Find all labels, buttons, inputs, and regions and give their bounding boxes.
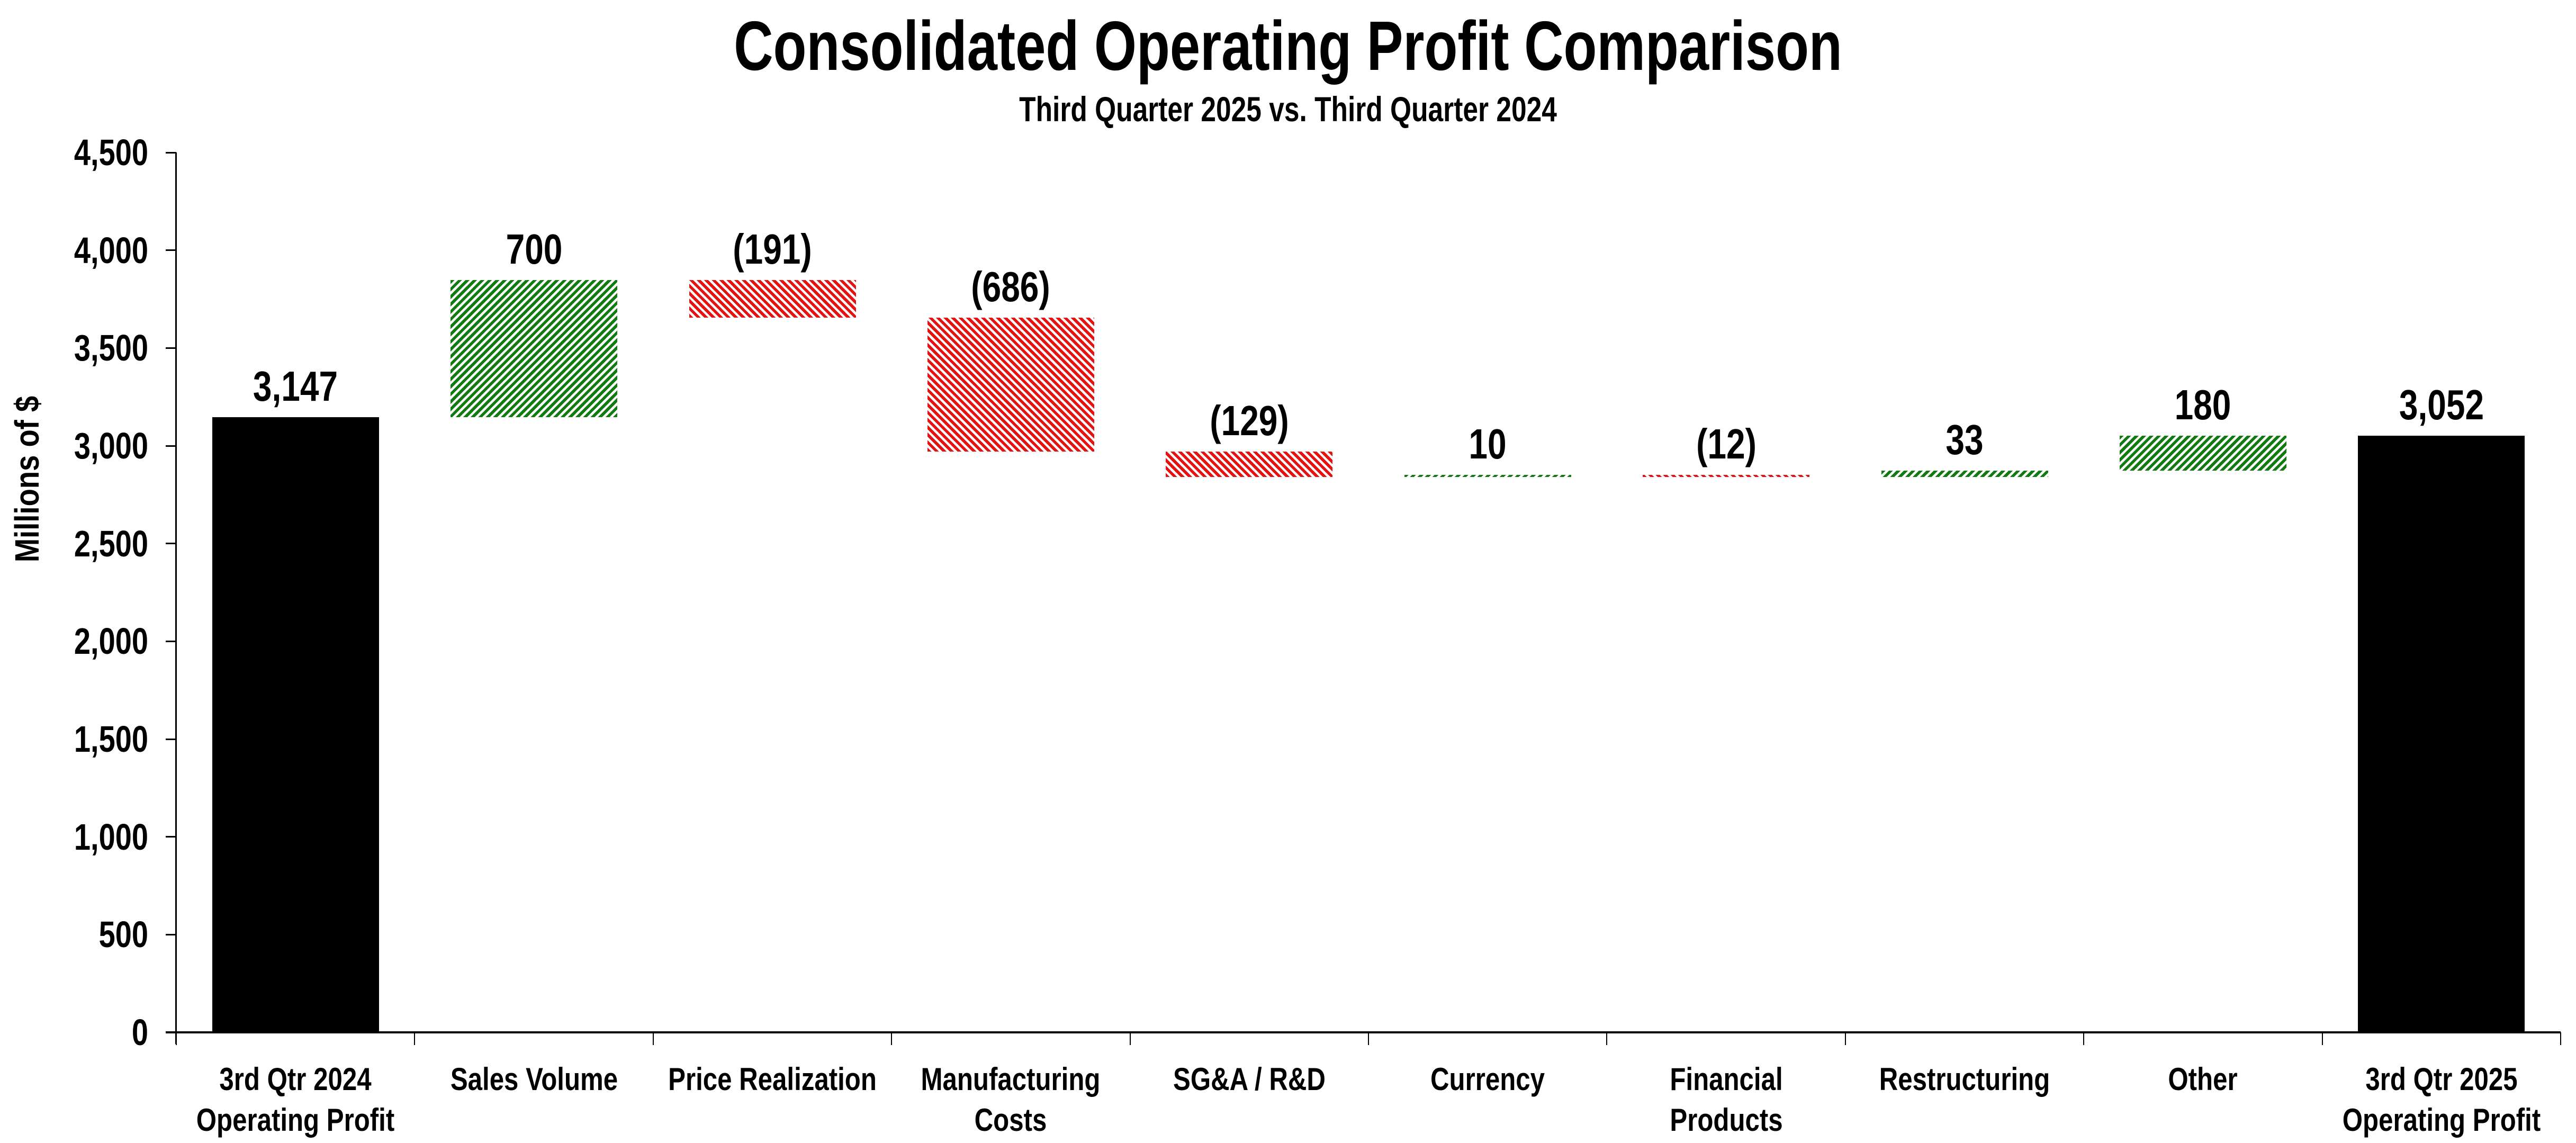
chart-subtitle: Third Quarter 2025 vs. Third Quarter 202… [1019,89,1557,129]
category-tick-mark [1129,1032,1131,1045]
x-axis-category-label: Other [2094,1059,2311,1100]
x-axis-category-label-line: 3rd Qtr 2025 [2365,1061,2518,1097]
y-tick-label: 0 [131,1012,148,1053]
y-tick-mark [166,1031,176,1033]
x-axis-category-label: 3rd Qtr 2024 Operating Profit [187,1059,404,1140]
y-tick-mark [166,249,176,251]
y-tick-mark [166,445,176,447]
y-tick-mark [166,543,176,545]
bar-value-label: (12) [1696,420,1757,467]
bar-decrease [1166,452,1332,477]
x-axis-category-label-line: Restructuring [1879,1061,2050,1097]
x-axis-category-label-line: Other [2168,1061,2238,1097]
y-tick-label: 500 [98,914,148,956]
chart-title: Consolidated Operating Profit Comparison [734,7,1842,85]
bar-value-label: 180 [2174,381,2231,428]
x-axis-category-label-line: Financial [1670,1061,1783,1097]
y-tick-label: 2,000 [74,620,148,662]
category-tick-mark [1844,1032,1846,1045]
x-axis-category-label: Sales Volume [426,1059,643,1100]
x-axis-category-label-line: SG&A / R&D [1173,1061,1326,1097]
x-axis-category-label: Restructuring [1856,1059,2073,1100]
y-tick-mark [166,640,176,642]
y-tick-label: 2,500 [74,523,148,564]
category-tick-mark [652,1032,654,1045]
category-tick-mark [176,1032,177,1045]
y-tick-label: 4,000 [74,229,148,271]
bar-value-label: (129) [1210,397,1289,444]
bar-value-label: 3,147 [253,363,338,410]
x-axis-category-label: SG&A / R&D [1141,1059,1358,1100]
bar-value-label: 3,052 [2399,381,2484,428]
x-axis-category-label-line: Currency [1430,1061,1545,1097]
y-tick-label: 3,500 [74,327,148,369]
category-tick-mark [891,1032,893,1045]
bar-increase [1881,471,2048,477]
bar-decrease [689,280,856,318]
x-axis-category-label-line: Manufacturing [921,1061,1101,1097]
category-tick-mark [2321,1032,2323,1045]
bar-value-label: (191) [733,226,812,273]
x-axis-category-label-line: Price Realization [668,1061,877,1097]
bar-decrease [927,318,1094,452]
x-axis-category-label: Currency [1379,1059,1596,1100]
bar-increase [2120,436,2286,471]
category-tick-mark [414,1032,416,1045]
y-tick-mark [166,738,176,740]
bar-total [212,417,379,1032]
x-axis-category-label: Manufacturing Costs [902,1059,1119,1140]
category-tick-mark [2083,1032,2085,1045]
bar-value-label: 700 [506,226,563,273]
category-tick-mark [1368,1032,1369,1045]
y-tick-mark [166,151,176,154]
x-axis-category-label-line: Products [1670,1102,1783,1138]
x-axis-category-label: Price Realization [664,1059,881,1100]
x-axis-category-label-line: 3rd Qtr 2024 [219,1061,372,1097]
bar-increase [451,280,617,417]
y-axis-line [175,152,177,1044]
x-axis-category-label-line: Costs [974,1102,1047,1138]
bar-value-label: 10 [1469,420,1507,467]
y-tick-label: 1,000 [74,816,148,858]
y-tick-mark [166,347,176,349]
bar-value-label: 33 [1945,416,1984,463]
x-axis-category-label-line: Operating Profit [2342,1102,2541,1138]
y-tick-label: 3,000 [74,425,148,466]
bar-value-label: (686) [971,263,1050,310]
y-tick-label: 1,500 [74,718,148,760]
category-tick-mark [1606,1032,1608,1045]
category-tick-mark [2560,1032,2561,1045]
x-axis-line [166,1031,2561,1033]
bar-total [2358,436,2525,1032]
bar-decrease [1643,475,1809,477]
y-tick-mark [166,836,176,838]
y-tick-label: 4,500 [74,132,148,173]
x-axis-category-label-line: Operating Profit [196,1102,395,1138]
y-tick-mark [166,933,176,935]
x-axis-category-label-line: Sales Volume [450,1061,618,1097]
x-axis-category-label: Financial Products [1618,1059,1835,1140]
x-axis-category-label: 3rd Qtr 2025 Operating Profit [2333,1059,2550,1140]
bar-increase [1404,475,1571,477]
